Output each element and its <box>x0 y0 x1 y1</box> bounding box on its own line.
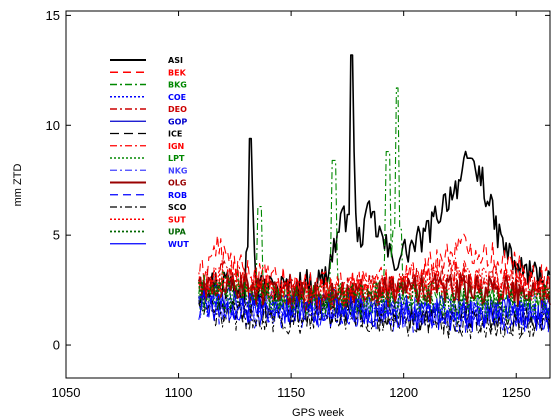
plot-frame <box>65 10 551 379</box>
series-line-wut <box>198 290 551 333</box>
legend-label-rob: ROB <box>168 191 187 200</box>
legend-label-nkg: NKG <box>168 166 187 175</box>
legend-label-lpt: LPT <box>168 154 185 163</box>
series-line-sut <box>198 265 551 311</box>
legend-label-gop: GOP <box>168 117 187 126</box>
x-tick-label-1050: 1050 <box>52 385 81 400</box>
legend-label-bek: BEK <box>168 68 187 77</box>
x-axis-label: GPS week <box>292 407 344 419</box>
legend-label-asi: ASI <box>168 56 183 65</box>
tick-layer: 1050 1100 1150 1200 1250 0 5 10 15 <box>46 8 550 400</box>
legend-label-olg: OLG <box>168 179 186 188</box>
series-layer <box>197 54 551 340</box>
y-tick-label-0: 0 <box>53 338 60 353</box>
legend: ASI BEK BKG COE DEO GOP ICE IGN LPT NKG OLG ROB SCO S… <box>110 56 189 249</box>
series-line-ice <box>198 292 551 335</box>
y-axis-label: mm ZTD <box>12 164 24 207</box>
series-line-upa <box>198 279 551 318</box>
series-line-bek <box>198 233 551 302</box>
legend-label-sco: SCO <box>168 203 187 212</box>
x-tick-label-1250: 1250 <box>502 385 531 400</box>
y-tick-label-10: 10 <box>46 118 60 133</box>
legend-label-deo: DEO <box>168 105 187 114</box>
legend-label-ign: IGN <box>168 142 184 151</box>
series-line-olg <box>197 272 551 312</box>
y-tick-label-5: 5 <box>53 228 60 243</box>
legend-label-wut: WUT <box>168 240 189 249</box>
legend-label-bkg: BKG <box>168 81 187 90</box>
y-tick-label-15: 15 <box>46 8 60 23</box>
legend-label-upa: UPA <box>168 228 187 237</box>
x-tick-label-1100: 1100 <box>165 385 193 400</box>
legend-label-ice: ICE <box>168 130 182 139</box>
legend-label-coe: COE <box>168 93 186 102</box>
legend-label-sut: SUT <box>168 215 186 224</box>
x-tick-label-1200: 1200 <box>389 385 418 400</box>
x-tick-label-1150: 1150 <box>277 385 305 400</box>
